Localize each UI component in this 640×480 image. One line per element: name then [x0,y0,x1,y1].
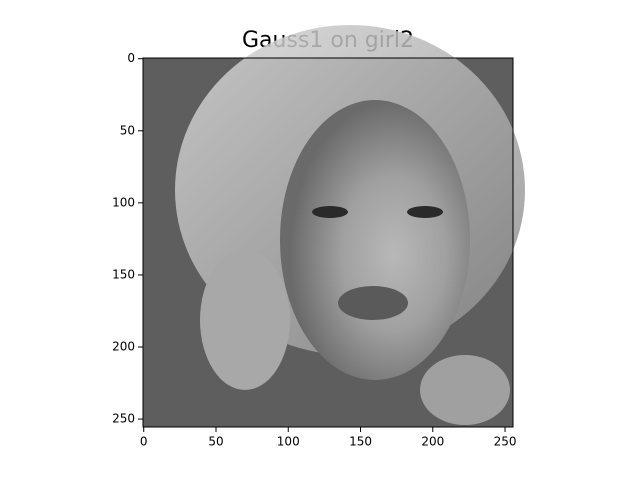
image-mouth [338,286,408,320]
y-tick-label: 0 [127,51,135,65]
axes [142,25,525,428]
y-tick-label: 150 [112,267,135,281]
image-face [280,100,470,380]
x-tick-label: 200 [421,435,444,449]
image-hand [420,355,510,425]
x-tick-label: 150 [349,435,372,449]
y-tick-label: 250 [112,412,135,426]
x-tick-label: 100 [277,435,300,449]
x-tick-label: 0 [140,435,148,449]
y-tick-label: 200 [112,340,135,354]
x-tick-label: 250 [494,435,517,449]
image-hand [200,250,290,390]
image-eye [312,206,348,218]
y-tick-label: 50 [120,123,135,137]
axes-frame [142,57,514,428]
x-tick-label: 50 [208,435,223,449]
y-tick-label: 100 [112,195,135,209]
image-eye [407,206,443,218]
